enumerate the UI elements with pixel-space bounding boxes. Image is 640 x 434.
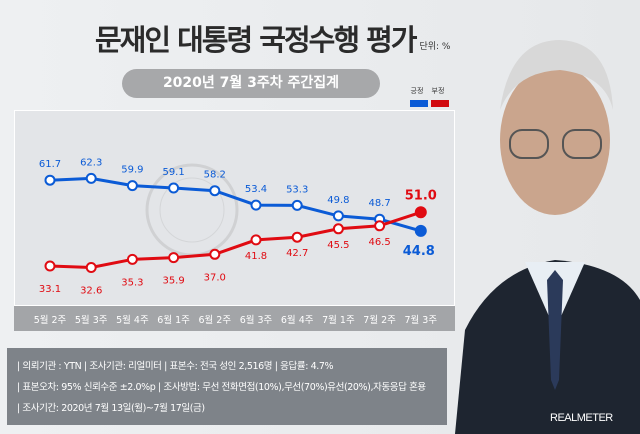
data-point [374,220,386,232]
data-label: 41.8 [245,251,267,262]
data-point [250,234,262,246]
x-tick-label: 6월 2주 [199,314,232,326]
data-point [209,248,221,260]
data-label: 32.6 [80,286,102,297]
survey-info-line: | 의뢰기관 : YTN | 조사기관: 리얼미터 | 표본수: 전국 성인 2… [17,361,334,372]
x-tick-label: 6월 4주 [281,314,314,326]
data-label: 53.4 [245,184,267,195]
data-label: 35.3 [121,277,143,288]
unit-label: 단위: % [419,42,451,52]
series-line-negative [49,210,422,270]
x-tick-label: 5월 3주 [75,314,108,326]
data-label: 62.3 [80,157,102,168]
data-label: 58.2 [204,170,226,181]
survey-info-line: | 표본오차: 95% 신뢰수준 ±2.0%p | 조사방법: 무선 전화면접(… [17,382,426,393]
data-label: 44.8 [403,244,435,259]
data-label: 51.0 [405,188,437,203]
data-point [44,174,56,186]
data-point [126,180,138,192]
plot-area [14,110,455,306]
legend-negative-label: 부정 [431,87,445,95]
x-tick-label: 6월 3주 [240,314,273,326]
data-label: 46.5 [368,237,390,248]
legend-negative-swatch [431,100,449,107]
data-label: 48.7 [368,198,390,209]
line-chart: 5월 2주 5월 3주 5월 4주 6월 1주 6월 2주 6월 3주 6월 4주 7월 1주… [14,110,455,331]
data-point [250,199,262,211]
data-label: 61.7 [39,159,61,170]
data-label: 53.3 [286,184,308,195]
data-label: 59.9 [121,165,143,176]
data-point [44,260,56,272]
x-tick-label: 7월 1주 [322,314,355,326]
data-point [414,224,427,237]
title-bar: 문재인 대통령 국정수행 평가 단위: % [95,22,450,58]
data-label: 33.1 [39,284,61,295]
data-point [332,210,344,222]
x-tick-label: 5월 2주 [34,314,67,326]
data-point [168,252,180,264]
page-title: 문재인 대통령 국정수행 평가 [95,23,417,57]
x-tick-label: 7월 2주 [363,314,396,326]
x-tick-label: 5월 4주 [116,314,149,326]
data-point [291,231,303,243]
data-label: 35.9 [162,276,184,287]
period-badge: 2020년 7월 3주차 주간집계 [122,69,380,98]
legend-positive-swatch [410,100,428,107]
x-tick-label: 6월 1주 [157,314,190,326]
survey-info-box: | 의뢰기관 : YTN | 조사기관: 리얼미터 | 표본수: 전국 성인 2… [7,348,447,425]
data-point [126,253,138,265]
series-line-positive [49,176,422,233]
x-tick-label: 7월 3주 [405,314,438,326]
legend-positive-label: 긍정 [410,87,424,95]
data-point [291,199,303,211]
data-point [332,223,344,235]
x-axis-band [14,306,455,331]
data-point [85,172,97,184]
president-photo [455,40,640,434]
data-label: 42.7 [286,248,308,259]
data-point [168,182,180,194]
survey-info-line: | 조사기간: 2020년 7월 13일(월)~7월 17일(금) [17,403,205,414]
data-point [85,262,97,273]
data-label: 37.0 [204,272,226,283]
data-point [209,185,221,197]
data-label: 59.1 [162,167,184,178]
data-point [414,206,427,219]
data-label: 49.8 [327,195,349,206]
data-label: 45.5 [327,240,349,251]
realmeter-logo: REALMETER [550,412,613,424]
